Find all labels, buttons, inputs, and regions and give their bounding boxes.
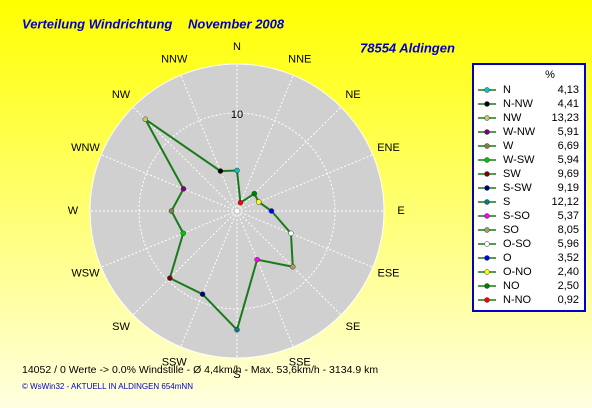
spoke <box>100 154 238 212</box>
chart-title: Verteilung Windrichtung <box>22 16 172 31</box>
legend-label: NO <box>503 280 520 292</box>
legend-label: SO <box>503 224 519 236</box>
direction-label: ENE <box>377 142 400 154</box>
wind-point <box>234 167 240 174</box>
legend-value: 4,41 <box>558 98 579 110</box>
legend-header: % <box>545 69 555 81</box>
wind-point <box>199 291 206 297</box>
legend-marker <box>484 157 490 163</box>
wind-point <box>142 116 149 123</box>
wind-point <box>290 264 296 270</box>
legend-label: O <box>503 252 512 264</box>
legend-marker <box>484 227 490 233</box>
legend-label: SW <box>503 168 521 180</box>
wind-point <box>217 168 224 174</box>
spoke <box>236 210 294 348</box>
direction-label: SW <box>112 321 130 333</box>
footer: 14052 / 0 Werte -> 0.0% Windstille - Ø 4… <box>22 364 378 376</box>
legend-label: S-SW <box>503 182 532 194</box>
legend-value: 5,96 <box>558 238 579 250</box>
legend-value: 0,92 <box>558 294 579 306</box>
wind-point <box>167 275 173 281</box>
legend-marker <box>484 255 490 261</box>
legend-label: N-NO <box>503 294 532 306</box>
legend-value: 5,94 <box>558 154 579 166</box>
legend-label: S-SO <box>503 210 530 222</box>
spoke <box>100 210 238 268</box>
wind-point <box>234 327 240 333</box>
spoke <box>236 210 342 316</box>
legend-label: N <box>503 84 511 96</box>
legend-label: O-SO <box>503 238 532 250</box>
direction-label: E <box>397 205 404 217</box>
credit: © WsWin32 - AKTUELL IN ALDINGEN 654mNN <box>22 382 193 391</box>
legend-value: 2,40 <box>558 266 579 278</box>
legend-value: 5,37 <box>558 210 579 222</box>
wind-point <box>251 190 258 197</box>
legend-label: S <box>503 196 510 208</box>
legend-marker <box>484 269 490 275</box>
legend-value: 5,91 <box>558 126 579 138</box>
legend-label: O-NO <box>503 266 532 278</box>
legend-label: W-NW <box>503 126 536 138</box>
legend-marker <box>484 241 490 247</box>
wind-point <box>255 199 262 205</box>
legend-marker <box>484 143 490 149</box>
wind-point <box>237 199 244 206</box>
spoke <box>132 210 238 316</box>
spoke <box>236 210 374 268</box>
legend-value: 13,23 <box>551 112 579 124</box>
direction-label: W <box>68 205 79 217</box>
wind-point <box>254 256 260 263</box>
legend-value: 6,69 <box>558 140 579 152</box>
wind-point <box>168 208 175 214</box>
wind-point <box>180 230 186 237</box>
legend-marker <box>484 115 490 121</box>
legend-label: N-NW <box>503 98 534 110</box>
direction-label: SSE <box>289 356 311 368</box>
legend-marker <box>484 87 490 93</box>
direction-label: NE <box>345 89 360 101</box>
legend-label: NW <box>503 112 522 124</box>
legend-value: 3,52 <box>558 252 579 264</box>
legend-marker <box>484 101 490 107</box>
legend-value: 2,50 <box>558 280 579 292</box>
legend-value: 12,12 <box>551 196 579 208</box>
legend-value: 4,13 <box>558 84 579 96</box>
legend-value: 9,19 <box>558 182 579 194</box>
station: 78554 Aldingen <box>360 40 455 55</box>
legend-value: 9,69 <box>558 168 579 180</box>
direction-label: NW <box>112 89 131 101</box>
legend-marker <box>484 199 490 205</box>
legend-marker <box>484 283 490 289</box>
direction-label: SSW <box>162 356 188 368</box>
spoke <box>132 106 238 212</box>
spoke <box>180 210 238 348</box>
direction-label: N <box>233 41 241 53</box>
legend-marker <box>484 185 490 191</box>
spoke <box>236 74 294 212</box>
legend-marker <box>484 171 490 177</box>
legend-marker <box>484 129 490 135</box>
legend-label: W-SW <box>503 154 535 166</box>
direction-label: NNW <box>161 53 188 65</box>
direction-label: NNE <box>288 53 311 65</box>
legend-label: W <box>503 140 514 152</box>
legend-marker <box>484 297 490 303</box>
wind-point <box>180 186 187 192</box>
wind-point <box>268 208 275 214</box>
wind-point <box>288 230 294 237</box>
direction-label: ESE <box>378 268 400 280</box>
spoke <box>180 74 238 212</box>
legend-value: 8,05 <box>558 224 579 236</box>
direction-label: WNW <box>71 142 100 154</box>
r-tick-label: 10 <box>231 109 243 121</box>
direction-label: S <box>233 369 240 381</box>
legend-marker <box>484 213 490 219</box>
grid-ring <box>138 112 336 310</box>
direction-label: SE <box>346 321 361 333</box>
direction-label: WSW <box>71 268 100 280</box>
period: November 2008 <box>188 16 285 31</box>
